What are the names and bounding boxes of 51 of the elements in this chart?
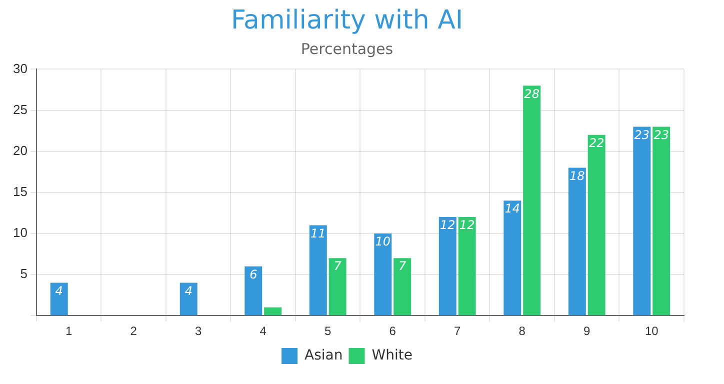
bar — [504, 200, 522, 316]
x-tick-label: 9 — [584, 324, 591, 338]
x-tick-label: 5 — [324, 324, 332, 338]
y-tick-label: 10 — [12, 225, 28, 240]
x-tick-label: 7 — [454, 324, 462, 338]
bar — [309, 225, 327, 316]
bar — [328, 258, 346, 316]
legend-label: White — [372, 348, 412, 364]
data-label: 12 — [440, 218, 456, 232]
bar — [374, 233, 392, 316]
bar — [50, 282, 68, 316]
bar — [633, 126, 651, 316]
y-tick-label: 5 — [20, 266, 28, 282]
y-tick-label: 30 — [12, 60, 28, 76]
data-label: 18 — [570, 168, 586, 183]
bar — [264, 307, 282, 316]
data-label: 11 — [310, 226, 326, 240]
bar — [180, 282, 198, 316]
data-label: 6 — [250, 267, 258, 282]
data-label: 22 — [588, 136, 604, 150]
y-tick-label: 20 — [12, 142, 28, 158]
bar — [523, 86, 541, 316]
chart-subtitle: Percentages — [300, 40, 394, 58]
data-label: 23 — [634, 128, 650, 142]
data-label: 23 — [654, 128, 669, 142]
data-label: 10 — [375, 234, 391, 249]
data-label: 7 — [398, 259, 406, 274]
data-label: 14 — [504, 202, 520, 216]
legend-label: Asian — [304, 348, 343, 364]
data-label: 4 — [184, 284, 192, 298]
bar — [652, 126, 670, 316]
bar — [458, 217, 476, 316]
x-tick-label: 10 — [644, 324, 659, 338]
data-label: 7 — [334, 259, 342, 274]
bar — [394, 258, 412, 316]
bar — [588, 134, 606, 316]
x-tick-label: 2 — [130, 324, 138, 338]
bar — [438, 217, 456, 316]
data-label: 28 — [524, 86, 540, 101]
y-tick-label: 15 — [12, 184, 28, 199]
y-tick-label: 25 — [12, 102, 28, 117]
data-label: 12 — [459, 218, 475, 232]
x-tick-label: 8 — [518, 324, 526, 338]
x-tick-label: 1 — [65, 324, 72, 338]
bar — [244, 266, 262, 316]
data-label: 4 — [55, 284, 63, 298]
bar — [568, 168, 586, 316]
x-tick-label: 3 — [195, 324, 202, 338]
x-tick-label: 6 — [389, 324, 396, 338]
chart-title: Familiarity with AI — [230, 5, 464, 36]
x-tick-label: 4 — [260, 324, 267, 338]
